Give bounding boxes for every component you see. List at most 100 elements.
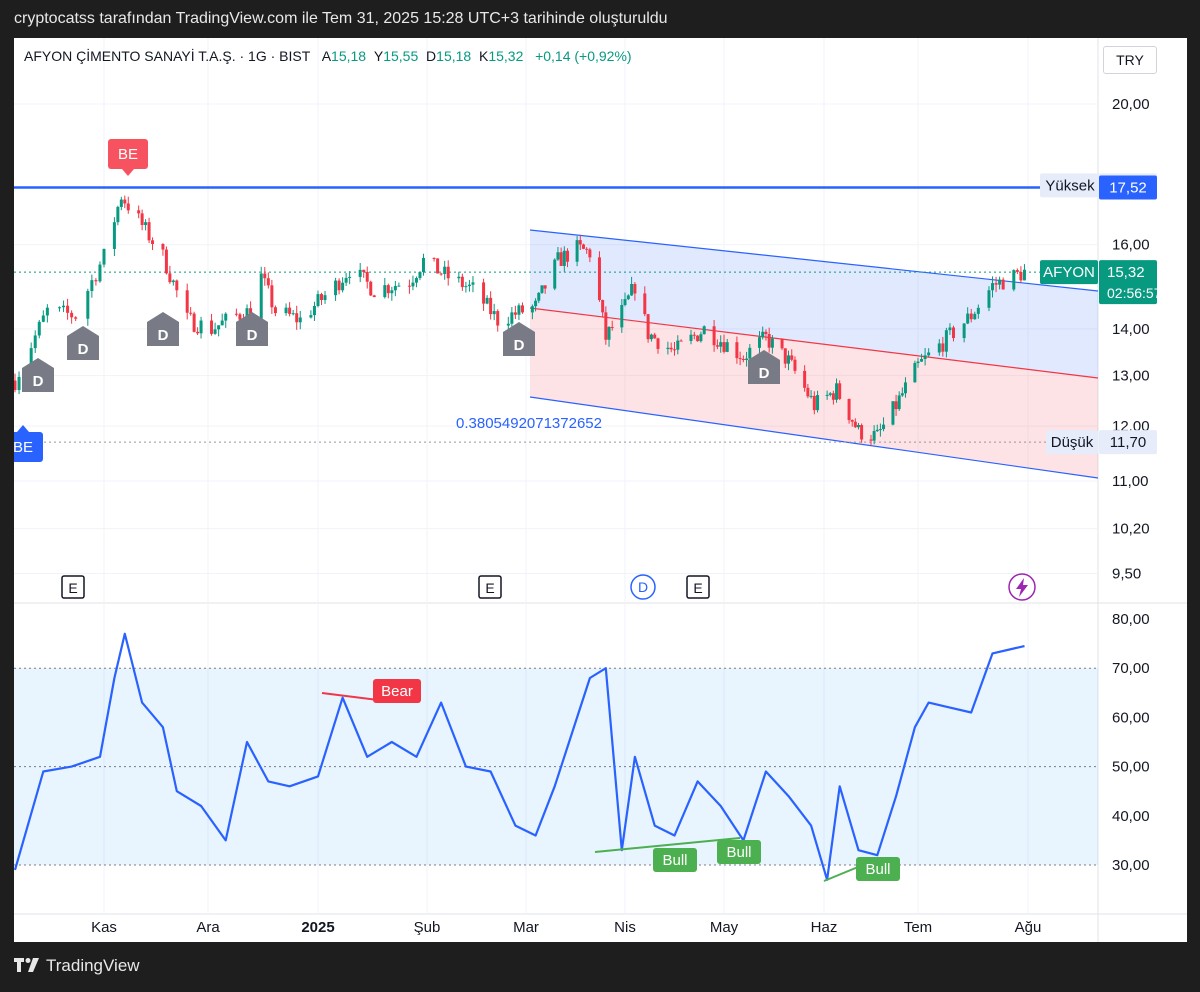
candle-body bbox=[74, 317, 78, 319]
candle-body bbox=[553, 259, 557, 289]
low-label: D bbox=[426, 48, 437, 64]
candle-body bbox=[745, 358, 749, 360]
candle-body bbox=[825, 394, 829, 396]
candle-body bbox=[506, 323, 510, 326]
candle-body bbox=[457, 276, 461, 279]
high-tag: Yüksek bbox=[1040, 173, 1100, 198]
candle-body bbox=[875, 429, 879, 432]
candle-body bbox=[626, 295, 630, 300]
candle-body bbox=[923, 355, 927, 360]
candle-body bbox=[692, 334, 696, 336]
candle-body bbox=[467, 284, 471, 287]
candle-body bbox=[393, 286, 397, 291]
candle-body bbox=[439, 273, 443, 275]
price-tick-label: 13,00 bbox=[1112, 368, 1150, 385]
candle-body bbox=[767, 333, 771, 348]
candle-body bbox=[712, 326, 716, 346]
candle-body bbox=[673, 349, 676, 351]
candle-body bbox=[70, 312, 74, 318]
candle-body bbox=[669, 347, 673, 350]
channel-mid-line bbox=[529, 307, 1099, 379]
candle-body bbox=[803, 370, 807, 388]
candle-body bbox=[937, 343, 941, 353]
candle-body bbox=[45, 307, 49, 316]
candle-body bbox=[620, 304, 624, 328]
candle-body bbox=[969, 313, 973, 320]
candle-body bbox=[783, 348, 787, 364]
line-value-tag-text: 17,52 bbox=[1109, 179, 1147, 196]
candle-body bbox=[966, 313, 970, 324]
candle-body bbox=[151, 240, 155, 244]
time-label: Haz bbox=[811, 919, 838, 936]
candle-body bbox=[369, 281, 373, 296]
channel-lower-line bbox=[529, 396, 1099, 479]
candle-body bbox=[460, 276, 464, 288]
candle-body bbox=[446, 266, 450, 279]
candle-body bbox=[337, 280, 341, 291]
candle-body bbox=[126, 203, 130, 211]
candle-body bbox=[41, 315, 45, 322]
candle-body bbox=[238, 314, 242, 320]
candle-body bbox=[588, 249, 592, 258]
ohlc-legend: AFYON ÇİMENTO SANAYİ T.A.Ş. · 1G · BIST … bbox=[24, 48, 632, 64]
low-tag: Düşük bbox=[1046, 430, 1098, 455]
symbol-tag-text: AFYON bbox=[1043, 264, 1095, 281]
candle-body bbox=[1015, 270, 1019, 272]
split-badge: D bbox=[748, 350, 780, 384]
candle-body bbox=[1019, 271, 1023, 281]
candle-body bbox=[116, 206, 120, 223]
bull-label: Bull bbox=[653, 848, 697, 872]
candle-body bbox=[835, 383, 839, 400]
candle-body bbox=[168, 273, 172, 283]
candle-body bbox=[492, 311, 496, 315]
candle-body bbox=[161, 243, 165, 250]
chart-canvas[interactable]: 20,0016,0014,0013,0012,0011,0010,209,500… bbox=[14, 38, 1187, 942]
bull-label-text: Bull bbox=[865, 861, 890, 878]
candle-body bbox=[147, 222, 151, 241]
candle-body bbox=[175, 280, 179, 291]
candle-body bbox=[610, 326, 614, 328]
candle-body bbox=[891, 401, 895, 425]
rsi-tick-label: 50,00 bbox=[1112, 759, 1150, 776]
time-label: Şub bbox=[414, 919, 441, 936]
candle-body bbox=[334, 280, 338, 296]
candle-body bbox=[220, 320, 224, 326]
split-badge: D bbox=[236, 312, 268, 346]
candle-body bbox=[312, 305, 316, 316]
candle-body bbox=[443, 266, 447, 274]
candle-body bbox=[920, 359, 924, 362]
split-badge: D bbox=[503, 322, 535, 356]
candle-body bbox=[284, 307, 288, 314]
candle-body bbox=[816, 395, 820, 411]
candle-body bbox=[633, 284, 637, 294]
candle-body bbox=[666, 347, 670, 349]
candle-body bbox=[575, 240, 579, 262]
candle-body bbox=[86, 290, 90, 319]
price-tick-label: 14,00 bbox=[1112, 321, 1150, 338]
price-tick-label: 10,20 bbox=[1112, 521, 1150, 538]
candle-body bbox=[1001, 279, 1005, 290]
time-label: Tem bbox=[904, 919, 932, 936]
currency-button[interactable]: TRY bbox=[1103, 46, 1157, 74]
candle-body bbox=[341, 282, 345, 291]
low-value-tag: 11,70 bbox=[1099, 430, 1157, 455]
candle-body bbox=[607, 326, 611, 340]
bear-label: Bear bbox=[373, 679, 421, 703]
high-tag-text: Yüksek bbox=[1045, 177, 1095, 194]
candle-body bbox=[164, 249, 168, 274]
price-tick-label: 11,00 bbox=[1112, 473, 1148, 490]
candle-body bbox=[295, 313, 299, 323]
candle-body bbox=[270, 285, 274, 308]
chart-panel[interactable]: 20,00 16,00 14,00 13,00 12,00 11,00 10,20 9,50 0… bbox=[14, 38, 1187, 942]
candle-body bbox=[520, 305, 524, 313]
candle-body bbox=[853, 421, 857, 428]
candle-body bbox=[653, 334, 657, 339]
candle-body bbox=[266, 278, 270, 286]
candle-body bbox=[976, 307, 980, 314]
change-value: +0,14 (+0,92%) bbox=[535, 48, 632, 64]
candle-body bbox=[464, 286, 468, 288]
candle-body bbox=[199, 320, 203, 334]
low-value-tag-text: 11,70 bbox=[1110, 434, 1146, 451]
symbol-title[interactable]: AFYON ÇİMENTO SANAYİ T.A.Ş. · 1G · BIST bbox=[24, 48, 311, 64]
low-value: 15,18 bbox=[436, 48, 472, 64]
